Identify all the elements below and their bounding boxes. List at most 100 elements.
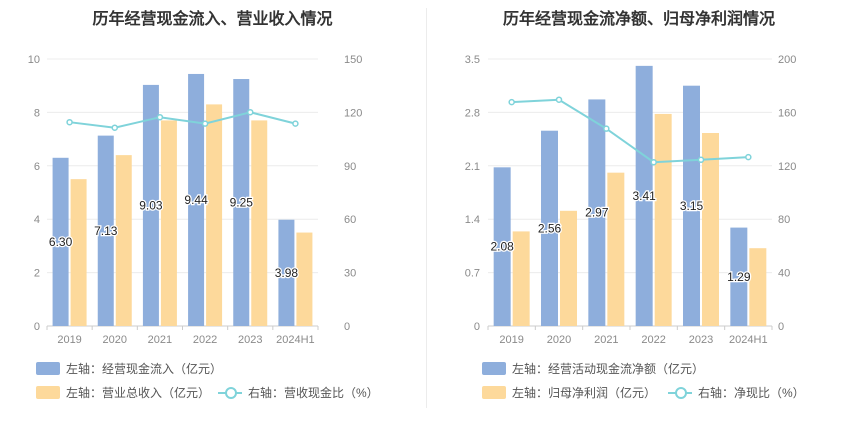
y-right-tick-label: 80 [778, 214, 790, 226]
y-right-tick-label: 30 [344, 268, 356, 280]
line-net-cash-ratio [511, 98, 749, 164]
bar-net-profit [560, 210, 577, 326]
legend-item-net-cash-ratio[interactable]: 右轴：净现比（%） [668, 384, 805, 401]
x-tick-label: 2019 [499, 334, 523, 346]
legend-swatch-line [668, 386, 692, 399]
legend-label: 左轴：经营活动现金流净额（亿元） [512, 362, 705, 376]
bar-value-label: 2.97 [585, 206, 609, 220]
bar-net-profit [607, 172, 625, 326]
line-point [201, 120, 209, 127]
x-tick-label: 2022 [193, 334, 217, 346]
bar-value-label: 3.98 [275, 266, 299, 280]
x-tick-label: 2022 [641, 334, 665, 346]
legend-label: 右轴：净现比（%） [698, 386, 805, 400]
bar-revenue [296, 232, 313, 326]
legend-swatch-line [218, 386, 242, 399]
bar-cash-inflow [52, 157, 69, 326]
bar-net-profit [512, 231, 530, 326]
line-point [603, 125, 610, 132]
legend-label: 左轴：归母净利润（亿元） [512, 386, 657, 400]
bar-value-label: 6.30 [49, 235, 73, 249]
line-point [156, 113, 164, 121]
legend-item-net-cash-flow[interactable]: 左轴：经营活动现金流净额（亿元） [482, 360, 704, 377]
chart-title: 历年经营现金流入、营业收入情况 [92, 11, 333, 28]
y-right-tick-label: 120 [778, 161, 796, 173]
line-point [697, 156, 705, 164]
y-left-tick-label: 8 [34, 107, 40, 119]
chart-plot-area: 0 2 4 6 8 10 0 30 60 90 120 150 2019 2020 2021 2022 2023… [28, 54, 363, 346]
line-point [111, 124, 118, 131]
bar-value-label: 2.08 [490, 240, 514, 254]
y-right-tick-label: 0 [344, 321, 350, 333]
y-left-tick-label: 0 [34, 321, 40, 333]
x-tick-label: 2021 [148, 334, 172, 346]
line-point [66, 118, 73, 126]
y-left-tick-label: 1.4 [465, 214, 480, 226]
y-right-tick-label: 160 [778, 107, 796, 119]
legend-label: 右轴：营收现金比（%） [248, 386, 379, 400]
legend-item-revenue[interactable]: 左轴：营业总收入（亿元） [36, 384, 210, 401]
y-right-tick-label: 150 [344, 54, 362, 66]
bar-net-profit [749, 248, 767, 326]
bar-value-label: 1.29 [727, 270, 751, 284]
bar-net-profit [702, 132, 719, 326]
bar-net-cash-flow [588, 99, 606, 326]
x-tick-label: 2024H1 [729, 334, 768, 346]
y-right-tick-label: 120 [344, 107, 362, 119]
bar-revenue [115, 155, 132, 326]
bar-net-cash-flow [635, 65, 653, 326]
panel-divider [426, 8, 427, 408]
legend-label: 左轴：营业总收入（亿元） [66, 386, 211, 400]
line-point [555, 96, 563, 103]
bar-value-label: 3.15 [680, 199, 704, 213]
bar-net-cash-flow [683, 85, 700, 326]
y-left-tick-label: 3.5 [465, 54, 480, 66]
y-right-tick-label: 90 [344, 161, 356, 173]
line-point [292, 120, 299, 127]
x-tick-label: 2020 [547, 334, 571, 346]
y-right-tick-label: 200 [778, 54, 796, 66]
x-tick-label: 2023 [689, 334, 713, 346]
line-point [650, 158, 657, 166]
x-tick-label: 2020 [103, 334, 127, 346]
y-left-tick-label: 0.7 [465, 268, 480, 280]
chart-title: 历年经营现金流净额、归母净利润情况 [502, 11, 775, 28]
legend-item-cash-revenue-ratio[interactable]: 右轴：营收现金比（%） [218, 384, 379, 401]
legend-item-cash-inflow[interactable]: 左轴：经营现金流入（亿元） [36, 360, 222, 377]
bar-value-label: 7.13 [94, 224, 118, 238]
y-left-tick-label: 4 [34, 214, 40, 226]
legend-label: 左轴：经营现金流入（亿元） [66, 362, 223, 376]
bar-cash-inflow [97, 135, 114, 326]
y-left-tick-label: 10 [28, 54, 40, 66]
legend-item-net-profit[interactable]: 左轴：归母净利润（亿元） [482, 384, 656, 401]
bar-net-cash-flow [541, 130, 558, 326]
bar-revenue [206, 104, 223, 326]
legend-swatch-orange [482, 386, 506, 399]
legend-swatch-blue [482, 362, 506, 375]
y-right-tick-label: 60 [344, 214, 356, 226]
bar-net-profit [654, 113, 672, 326]
legend-swatch-blue [36, 362, 60, 375]
y-left-tick-label: 6 [34, 161, 40, 173]
bar-value-label: 2.56 [538, 221, 562, 235]
bar-revenue [251, 120, 268, 326]
y-right-tick-label: 0 [778, 321, 784, 333]
chart-plot-area: 0 0.7 1.4 2.1 2.8 3.5 0 40 80 120 160 200 2019 2020 20… [465, 54, 797, 346]
chart-panel-left: 历年经营现金流入、营业收入情况 0 2 4 6 8 10 0 30 60 90 120 150 2019… [28, 11, 379, 401]
y-left-tick-label: 2.1 [465, 161, 480, 173]
x-tick-label: 2021 [594, 334, 618, 346]
x-tick-label: 2023 [238, 334, 262, 346]
line-point [247, 108, 254, 116]
y-right-tick-label: 40 [778, 268, 790, 280]
line-point [508, 98, 515, 106]
bar-cash-inflow [188, 73, 205, 327]
bar-cash-inflow [142, 84, 159, 326]
bar-value-label: 3.41 [632, 189, 656, 203]
y-left-tick-label: 2 [34, 268, 40, 280]
legend-swatch-orange [36, 386, 60, 399]
chart-panel-right: 历年经营现金流净额、归母净利润情况 0 0.7 1.4 2.1 2.8 3.5 0 40 80 1… [428, 0, 850, 437]
bar-cash-inflow [278, 219, 295, 326]
bar-revenue [160, 120, 177, 326]
y-left-tick-label: 2.8 [465, 107, 480, 119]
line-point [745, 153, 752, 161]
